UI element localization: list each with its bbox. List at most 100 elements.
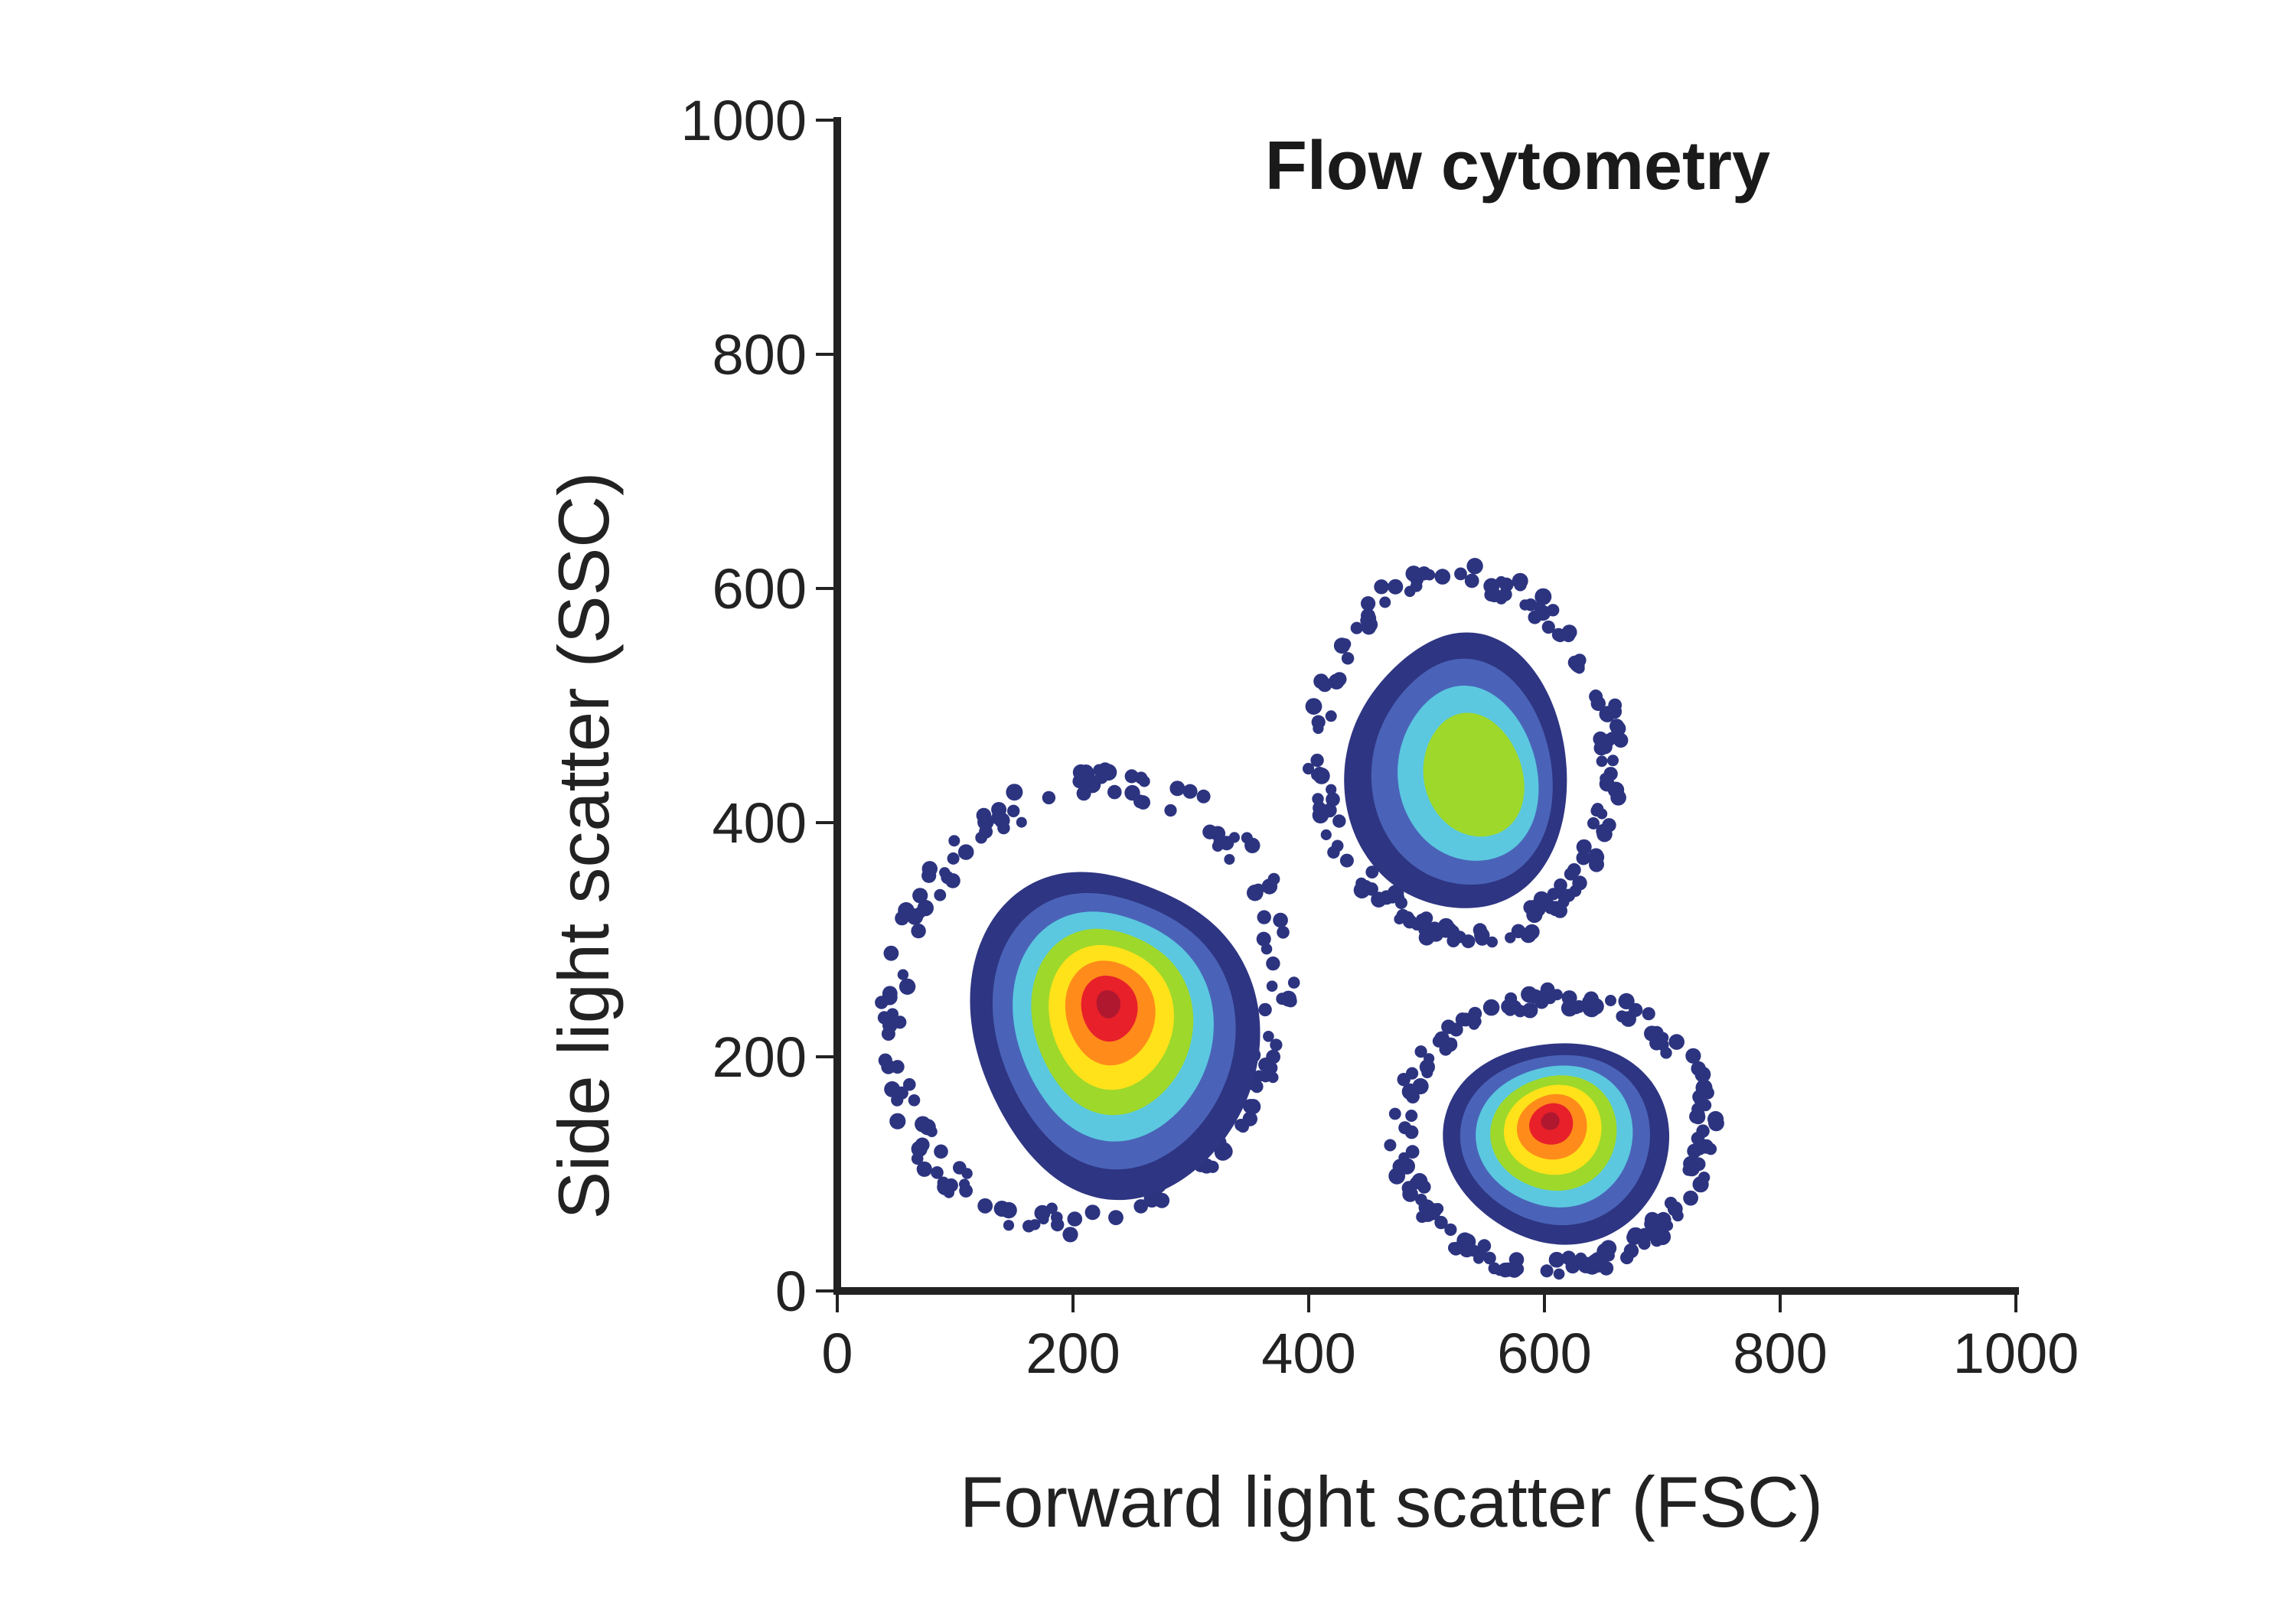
event-dot bbox=[1502, 1262, 1514, 1274]
event-dot bbox=[1303, 762, 1315, 775]
y-tick-label: 1000 bbox=[680, 89, 807, 152]
event-dot bbox=[1406, 1067, 1419, 1080]
event-dot bbox=[913, 907, 926, 919]
event-dot bbox=[1034, 1204, 1051, 1221]
event-dot bbox=[1589, 856, 1604, 872]
event-dot bbox=[1200, 1161, 1212, 1174]
event-dot bbox=[882, 986, 898, 1002]
event-dot bbox=[1107, 784, 1122, 800]
population-2-event-dots bbox=[1303, 558, 1629, 949]
event-dot bbox=[1691, 1157, 1706, 1172]
event-dot bbox=[977, 1198, 993, 1214]
event-dot bbox=[1266, 956, 1280, 971]
event-dot bbox=[1671, 1210, 1684, 1222]
event-dot bbox=[1654, 1228, 1671, 1246]
event-dot bbox=[1331, 839, 1344, 852]
event-dot bbox=[1244, 837, 1261, 854]
event-dot bbox=[1561, 628, 1576, 643]
event-dot bbox=[1554, 878, 1567, 892]
event-dot bbox=[1072, 774, 1087, 789]
event-dot bbox=[1256, 931, 1271, 947]
event-dot bbox=[1505, 932, 1516, 944]
event-dot bbox=[934, 888, 947, 901]
event-dot bbox=[916, 1161, 932, 1177]
x-tick-label: 0 bbox=[821, 1322, 853, 1385]
event-dot bbox=[889, 1113, 906, 1129]
event-dot bbox=[1374, 579, 1389, 595]
axes: 0 200 400 600 800 1000 0 200 400 600 800 1000 bbox=[680, 89, 2079, 1385]
event-dot bbox=[1519, 599, 1531, 611]
event-dot bbox=[1683, 1190, 1699, 1206]
event-dot bbox=[1541, 620, 1555, 634]
event-dot bbox=[1329, 673, 1345, 689]
event-dot bbox=[1410, 580, 1423, 592]
event-dot bbox=[1169, 781, 1186, 797]
event-dot bbox=[915, 1116, 931, 1133]
event-dot bbox=[1341, 652, 1355, 665]
event-dot bbox=[1576, 850, 1591, 865]
event-dot bbox=[1210, 826, 1226, 842]
event-dot bbox=[1521, 986, 1538, 1003]
event-dot bbox=[1196, 789, 1211, 804]
event-dot bbox=[1388, 1107, 1401, 1120]
event-dot bbox=[1412, 1077, 1429, 1095]
event-dot bbox=[1237, 1120, 1249, 1133]
event-dot bbox=[1600, 773, 1611, 784]
event-dot bbox=[931, 1166, 944, 1179]
event-dot bbox=[1051, 1217, 1065, 1232]
event-dot bbox=[1590, 1261, 1601, 1273]
event-dot bbox=[1424, 569, 1436, 581]
event-dot bbox=[1136, 795, 1150, 810]
event-dot bbox=[1691, 1132, 1705, 1146]
event-dot bbox=[1708, 1115, 1724, 1132]
event-dot bbox=[1006, 784, 1023, 801]
event-dot bbox=[1455, 1012, 1469, 1027]
event-dot bbox=[1692, 1176, 1709, 1193]
event-dot bbox=[1062, 1227, 1078, 1243]
event-dot bbox=[1553, 1268, 1565, 1280]
event-dot bbox=[1605, 995, 1616, 1006]
event-dot bbox=[1312, 807, 1329, 824]
event-dot bbox=[1042, 790, 1056, 805]
event-dot bbox=[1618, 993, 1635, 1009]
event-dot bbox=[1067, 1211, 1083, 1227]
event-dot bbox=[1606, 732, 1617, 743]
event-dot bbox=[1404, 1125, 1419, 1139]
population-3-density-level-8 bbox=[1541, 1112, 1560, 1130]
event-dot bbox=[1108, 1210, 1124, 1225]
y-tick-label: 400 bbox=[713, 791, 807, 855]
event-dot bbox=[1076, 786, 1091, 801]
event-dot bbox=[1583, 991, 1599, 1006]
event-dot bbox=[921, 861, 938, 877]
event-dot bbox=[1593, 731, 1608, 747]
event-dot bbox=[1567, 863, 1581, 877]
event-dot bbox=[1691, 1103, 1704, 1116]
event-dot bbox=[1394, 914, 1405, 925]
event-dot bbox=[877, 1011, 891, 1025]
event-dot bbox=[915, 1137, 930, 1152]
event-dot bbox=[1384, 1139, 1397, 1152]
event-dot bbox=[957, 844, 974, 860]
event-dot bbox=[959, 1178, 970, 1190]
event-dot bbox=[895, 911, 909, 926]
event-dot bbox=[1638, 1233, 1649, 1245]
event-dot bbox=[937, 1176, 950, 1189]
event-dot bbox=[1483, 578, 1500, 595]
event-dot bbox=[1466, 558, 1483, 575]
event-dot bbox=[1685, 1048, 1701, 1064]
event-dot bbox=[1405, 1145, 1420, 1159]
event-dot bbox=[1610, 721, 1626, 736]
event-dot bbox=[1561, 1250, 1577, 1266]
event-dot bbox=[1453, 931, 1466, 944]
event-dot bbox=[1394, 1163, 1407, 1175]
event-dot bbox=[1219, 836, 1234, 851]
event-dot bbox=[1610, 790, 1626, 806]
event-dot bbox=[1523, 900, 1538, 915]
event-dot bbox=[911, 923, 926, 939]
event-dot bbox=[939, 867, 951, 878]
event-dot bbox=[881, 1027, 895, 1041]
event-dot bbox=[1332, 814, 1346, 828]
x-tick-label: 1000 bbox=[1953, 1322, 2079, 1385]
event-dot bbox=[1570, 1002, 1582, 1015]
event-dot bbox=[993, 1201, 1010, 1217]
